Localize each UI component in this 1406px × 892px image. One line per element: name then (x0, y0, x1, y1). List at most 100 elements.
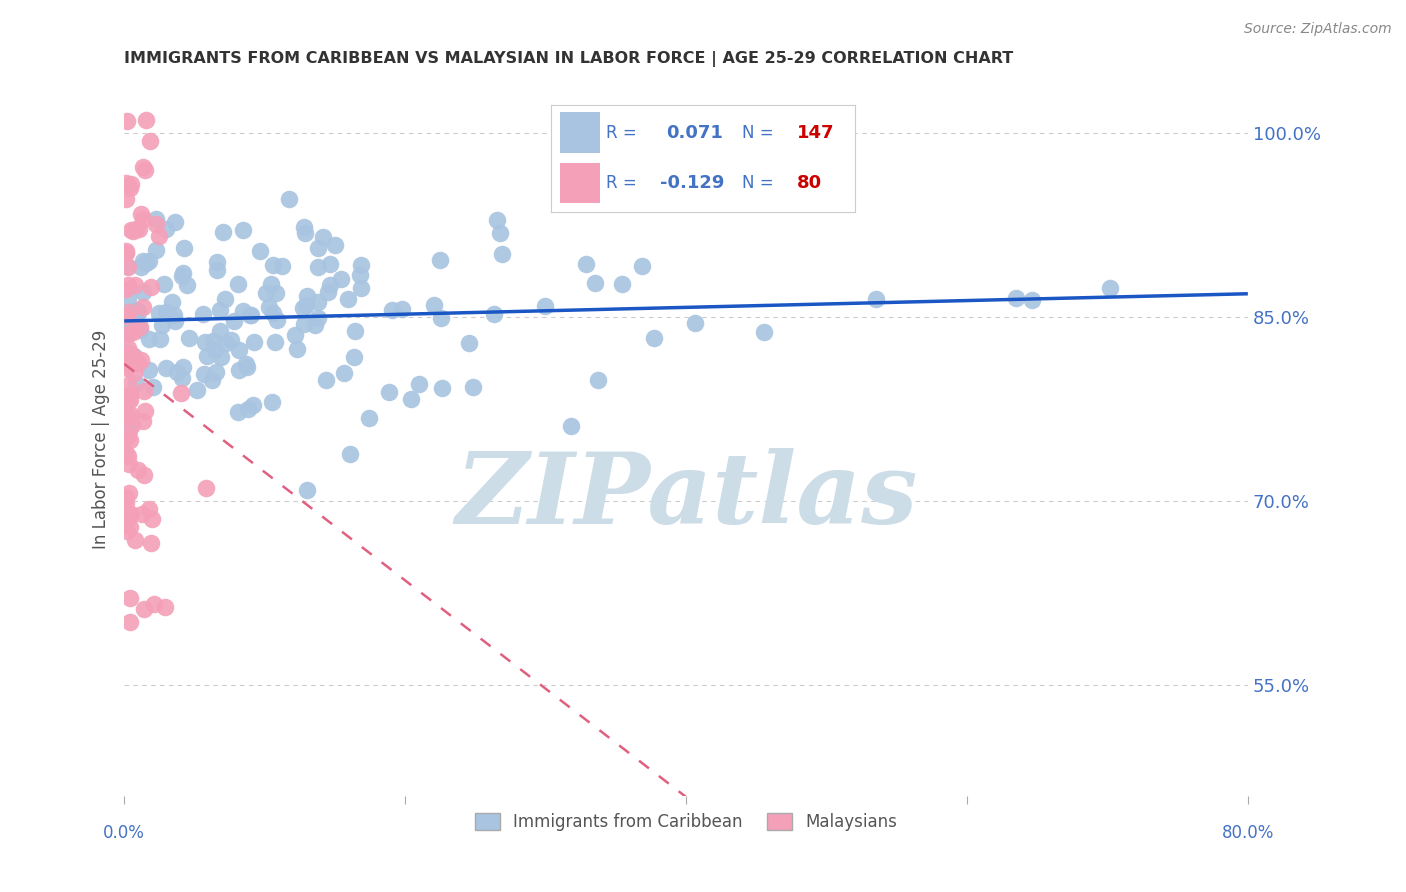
Point (323, 237, 346, 252)
Point (117, 292, 139, 306)
Point (1099, 281, 1122, 295)
Point (378, 385, 401, 400)
Point (115, 446, 138, 460)
Point (145, 212, 167, 227)
Point (423, 298, 446, 312)
Point (114, 282, 136, 296)
Point (194, 481, 217, 495)
Point (138, 253, 160, 268)
Point (271, 259, 294, 273)
Point (114, 490, 136, 504)
Point (131, 507, 153, 521)
Point (205, 255, 228, 269)
Y-axis label: In Labor Force | Age 25-29: In Labor Force | Age 25-29 (93, 330, 110, 549)
Point (170, 386, 193, 401)
Point (117, 512, 139, 526)
Point (560, 419, 582, 434)
Text: IMMIGRANTS FROM CARIBBEAN VS MALAYSIAN IN LABOR FORCE | AGE 25-29 CORRELATION CH: IMMIGRANTS FROM CARIBBEAN VS MALAYSIAN I… (124, 51, 1014, 67)
Point (131, 300, 153, 314)
Point (489, 226, 512, 240)
Point (575, 256, 598, 270)
Point (307, 260, 329, 275)
Point (329, 272, 352, 286)
Point (583, 277, 606, 291)
Point (232, 223, 254, 237)
Point (170, 371, 193, 385)
Point (307, 241, 329, 255)
Point (631, 259, 654, 273)
Point (349, 268, 371, 282)
Point (359, 410, 381, 425)
Point (215, 336, 238, 351)
Point (201, 373, 224, 387)
Point (117, 354, 139, 368)
Point (430, 381, 453, 395)
Point (125, 376, 148, 391)
Point (399, 392, 422, 406)
Point (209, 350, 232, 364)
Point (132, 384, 155, 398)
Point (238, 402, 260, 417)
Point (145, 244, 167, 258)
Point (115, 389, 138, 403)
Point (610, 277, 633, 292)
Point (219, 334, 242, 348)
Point (242, 398, 264, 412)
Point (586, 373, 609, 387)
Point (292, 220, 315, 235)
Point (195, 349, 218, 363)
Point (207, 263, 229, 277)
Point (155, 305, 177, 319)
Point (194, 335, 217, 350)
Point (172, 269, 194, 284)
Point (124, 349, 146, 363)
Point (114, 245, 136, 260)
Point (292, 301, 315, 316)
Point (127, 463, 149, 477)
Point (155, 599, 177, 614)
Point (128, 320, 150, 334)
Point (266, 312, 288, 326)
Point (350, 281, 373, 295)
Point (114, 305, 136, 319)
Point (155, 222, 177, 236)
Point (166, 365, 188, 379)
Point (165, 314, 187, 328)
Point (132, 414, 155, 428)
Point (430, 310, 453, 325)
Point (239, 308, 262, 322)
Point (117, 507, 139, 521)
Point (177, 331, 200, 345)
Point (115, 192, 138, 206)
Point (209, 324, 232, 338)
Point (135, 113, 157, 128)
Point (312, 229, 335, 244)
Point (319, 257, 342, 271)
Point (118, 615, 141, 629)
Point (458, 336, 481, 351)
Point (752, 325, 775, 339)
Point (128, 323, 150, 337)
Point (350, 258, 373, 272)
Point (204, 343, 226, 357)
Point (120, 508, 142, 522)
Point (122, 366, 145, 380)
Point (186, 383, 208, 397)
Point (333, 366, 356, 380)
Point (307, 294, 329, 309)
Point (264, 335, 287, 350)
Point (264, 285, 287, 300)
Point (129, 352, 152, 367)
Point (138, 501, 160, 516)
Point (148, 306, 170, 320)
Point (114, 324, 136, 338)
Point (120, 181, 142, 195)
Point (307, 310, 329, 325)
Point (155, 361, 177, 376)
Point (344, 324, 367, 338)
Point (683, 316, 706, 330)
Point (117, 259, 139, 273)
Point (318, 285, 340, 299)
Point (228, 405, 250, 419)
Point (127, 356, 149, 370)
